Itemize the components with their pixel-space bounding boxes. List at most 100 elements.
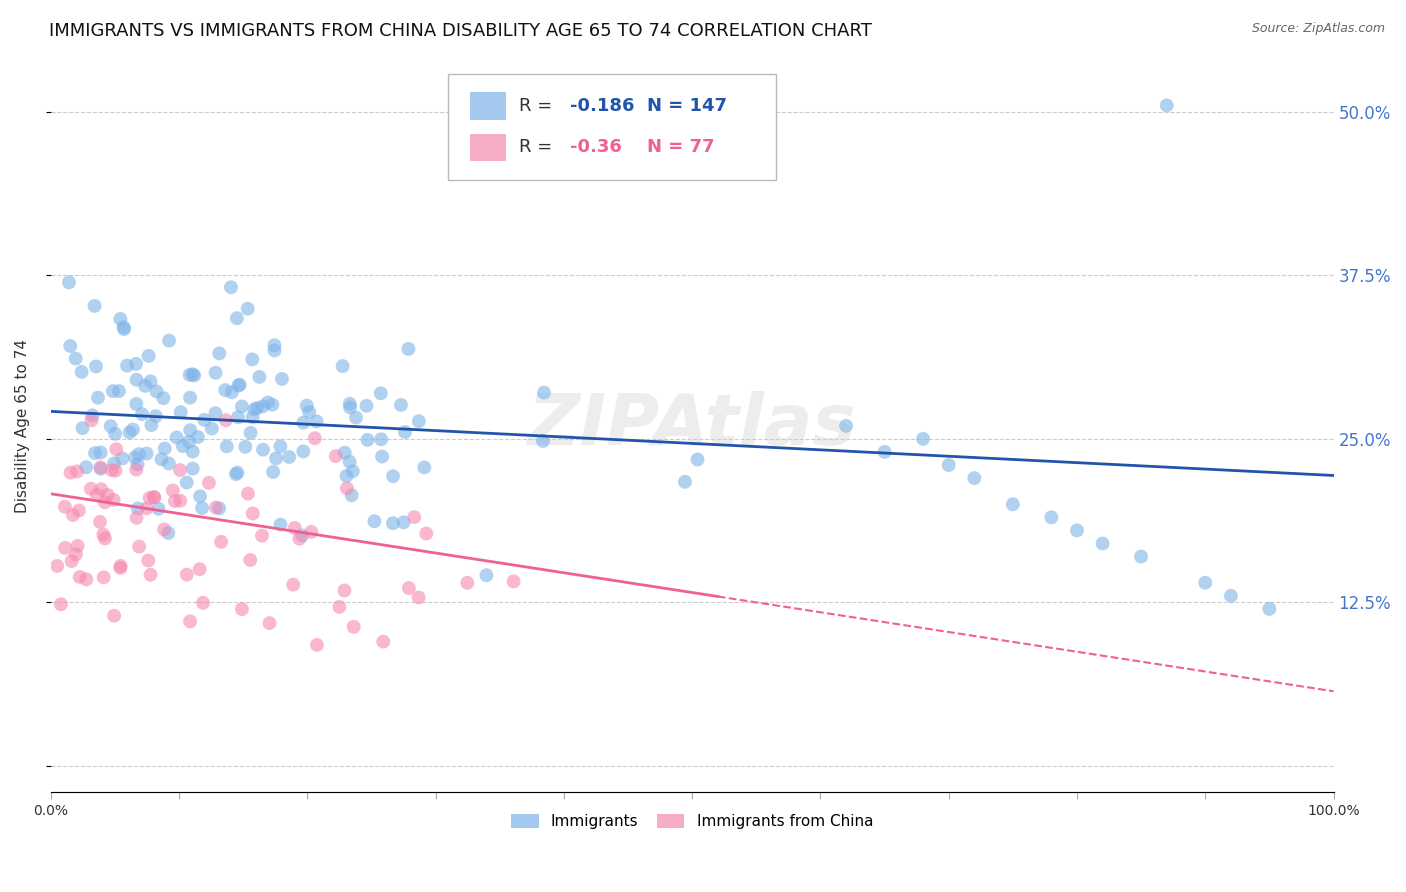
Point [179, 423, 201, 437]
Point [153, 523, 176, 537]
Point [502, 574, 524, 589]
Point [139, 567, 162, 582]
Point [305, 414, 328, 428]
Point [162, 483, 184, 498]
Point [118, 425, 141, 440]
Point [382, 469, 405, 483]
Point [110, 558, 132, 573]
Point [101, 384, 124, 399]
Point [93, 570, 115, 584]
Point [187, 430, 209, 444]
Point [124, 450, 146, 465]
Point [105, 442, 128, 457]
Point [398, 581, 420, 595]
Bar [470, 92, 506, 120]
Point [533, 385, 555, 400]
Point [214, 383, 236, 397]
Point [256, 395, 278, 409]
Point [127, 501, 149, 516]
Point [271, 372, 294, 386]
Point [136, 553, 159, 567]
Point [163, 494, 186, 508]
Point [84, 446, 107, 460]
Point [291, 528, 314, 542]
Point [49, 597, 72, 611]
Point [65, 351, 87, 366]
Point [179, 391, 201, 405]
Point [356, 433, 378, 447]
Point [66, 539, 89, 553]
Point [873, 445, 896, 459]
Point [181, 368, 204, 382]
Point [247, 370, 270, 384]
Point [219, 280, 242, 294]
Point [69, 570, 91, 584]
Point [135, 501, 157, 516]
Point [170, 405, 193, 419]
Point [91, 527, 114, 541]
Point [181, 444, 204, 458]
Point [65, 547, 87, 561]
Point [673, 475, 696, 489]
Point [252, 400, 274, 414]
Point [356, 399, 378, 413]
Point [233, 440, 256, 454]
Point [246, 401, 269, 416]
Point [339, 401, 361, 415]
Point [67, 503, 90, 517]
Point [75, 573, 97, 587]
Y-axis label: Disability Age 65 to 74: Disability Age 65 to 74 [15, 339, 30, 513]
Point [148, 501, 170, 516]
Point [204, 366, 226, 380]
Point [221, 385, 243, 400]
Point [475, 568, 498, 582]
Point [181, 461, 204, 475]
Point [53, 541, 76, 555]
Point [686, 452, 709, 467]
Point [125, 462, 148, 476]
Point [188, 489, 211, 503]
Point [157, 457, 180, 471]
Point [1040, 510, 1063, 524]
Point [89, 515, 111, 529]
Point [80, 482, 103, 496]
Point [242, 507, 264, 521]
Point [60, 554, 83, 568]
Point [75, 460, 97, 475]
Point [66, 464, 89, 478]
Point [292, 444, 315, 458]
Point [72, 421, 94, 435]
Point [333, 583, 356, 598]
Point [835, 418, 858, 433]
Text: N = 77: N = 77 [647, 138, 714, 156]
Point [339, 455, 361, 469]
Point [183, 368, 205, 383]
Point [259, 616, 281, 631]
Point [125, 511, 148, 525]
Point [198, 475, 221, 490]
Point [89, 460, 111, 475]
Point [304, 431, 326, 445]
Point [143, 491, 166, 505]
Point [236, 486, 259, 500]
Point [1258, 602, 1281, 616]
Point [231, 400, 253, 414]
Point [111, 451, 134, 466]
Point [305, 638, 328, 652]
Point [370, 432, 392, 446]
Point [328, 599, 350, 614]
Legend: Immigrants, Immigrants from China: Immigrants, Immigrants from China [505, 808, 879, 836]
Point [94, 495, 117, 509]
Point [125, 373, 148, 387]
Point [127, 458, 149, 472]
FancyBboxPatch shape [449, 74, 776, 180]
Point [381, 516, 404, 531]
Point [103, 492, 125, 507]
Point [157, 334, 180, 348]
Point [292, 416, 315, 430]
Point [389, 398, 412, 412]
Point [103, 457, 125, 471]
Point [84, 359, 107, 374]
Point [332, 359, 354, 373]
Point [83, 299, 105, 313]
